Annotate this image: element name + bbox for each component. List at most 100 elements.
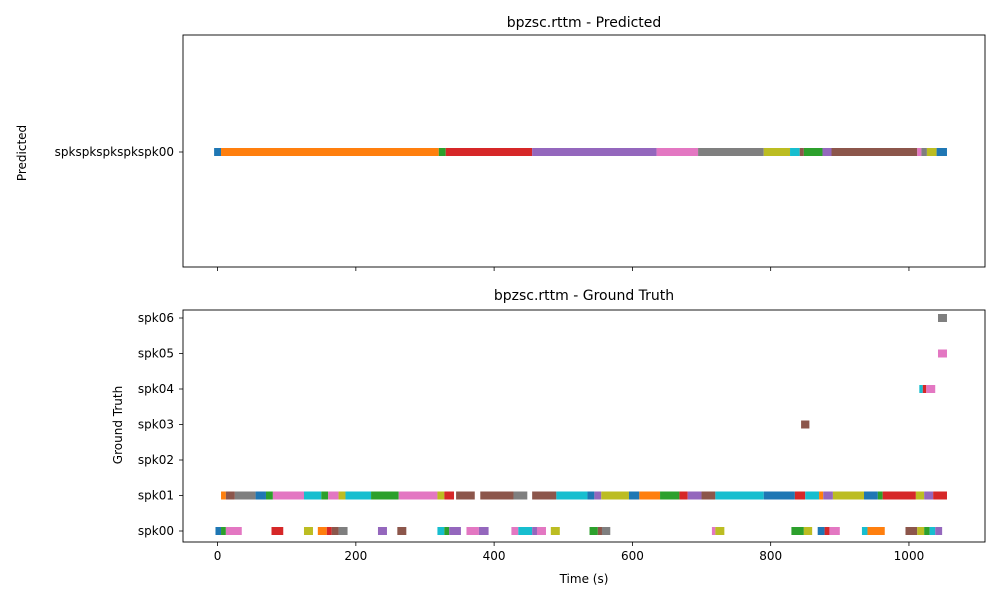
y-tick-label: spk01 (138, 489, 174, 503)
timeline-segment (656, 148, 699, 156)
y-tick-label: spk03 (138, 418, 174, 432)
timeline-segment (922, 385, 927, 393)
timeline-segment (438, 148, 446, 156)
timeline-segment (597, 527, 602, 535)
timeline-segment (221, 148, 439, 156)
timeline-segment (326, 527, 332, 535)
timeline-segment (936, 148, 947, 156)
timeline-segment (437, 527, 445, 535)
predicted-x-ticks (217, 267, 910, 271)
x-tick-label: 200 (344, 549, 367, 563)
timeline-segment (518, 527, 533, 535)
timeline-segment (214, 148, 222, 156)
timeline-segment (915, 491, 925, 500)
timeline-segment (926, 148, 937, 156)
timeline-segment (715, 527, 725, 535)
x-tick-label: 0 (214, 549, 222, 563)
timeline-segment (867, 527, 885, 535)
timeline-segment (511, 527, 519, 535)
predicted-subplot: bpzsc.rttm - Predicted Predicted spkspks… (15, 15, 986, 271)
timeline-segment (924, 527, 930, 535)
timeline-segment (919, 385, 923, 393)
timeline-segment (587, 491, 595, 500)
x-tick-label: 800 (759, 549, 782, 563)
x-tick-label: 1000 (894, 549, 925, 563)
timeline-segment (790, 148, 800, 156)
timeline-segment (478, 527, 489, 535)
timeline-segment (917, 148, 922, 156)
timeline-segment (805, 491, 820, 500)
y-tick-label: spk02 (138, 453, 174, 467)
timeline-segment (791, 527, 804, 535)
timeline-segment (824, 527, 830, 535)
timeline-segment (711, 527, 716, 535)
timeline-segment (882, 491, 916, 500)
timeline-segment (917, 527, 925, 535)
predicted-y-ticks: spkspkspkspkspk00 (55, 145, 183, 159)
y-tick-label: spkspkspkspkspk00 (55, 145, 174, 159)
timeline-segment (763, 148, 791, 156)
timeline-segment (371, 491, 399, 500)
timeline-segment (803, 527, 813, 535)
timeline-segment (589, 527, 598, 535)
timeline-segment (933, 491, 947, 500)
timeline-segment (444, 491, 455, 500)
predicted-title: bpzsc.rttm - Predicted (507, 15, 662, 31)
y-tick-label: spk00 (138, 524, 174, 538)
timeline-segment (221, 527, 226, 535)
timeline-segment (377, 527, 387, 535)
timeline-segment (937, 314, 947, 322)
predicted-ylabel: Predicted (15, 125, 29, 181)
timeline-segment (701, 491, 716, 500)
timeline-segment (271, 527, 284, 535)
timeline-segment (234, 491, 256, 500)
timeline-segment (556, 491, 588, 500)
timeline-segment (321, 491, 329, 500)
timeline-segment (929, 527, 936, 535)
timeline-segment (864, 491, 878, 500)
timeline-segment (594, 491, 602, 500)
timeline-segment (935, 527, 943, 535)
timeline-segment (331, 527, 339, 535)
timeline-segment (272, 491, 304, 500)
ground-truth-subplot: bpzsc.rttm - Ground Truth Ground Truth s… (111, 288, 986, 586)
timeline-segment (255, 491, 266, 500)
timeline-segment (823, 491, 833, 500)
timeline-segment (829, 527, 840, 535)
predicted-segments (214, 148, 947, 156)
predicted-plot-frame (182, 34, 986, 268)
timeline-segment (832, 491, 865, 500)
timeline-segment (536, 527, 546, 535)
timeline-segment (937, 349, 947, 358)
timeline-segment (639, 491, 661, 500)
timeline-segment (715, 491, 764, 500)
timeline-segment (794, 491, 806, 500)
timeline-segment (398, 491, 438, 500)
timeline-segment (877, 491, 883, 500)
timeline-segment (831, 148, 918, 156)
timeline-segment (338, 491, 346, 500)
timeline-segment (861, 527, 868, 535)
timeline-segment (221, 491, 226, 500)
timeline-segment (550, 527, 560, 535)
timeline-segment (303, 491, 322, 500)
timeline-segment (456, 491, 475, 500)
timeline-segment (803, 148, 823, 156)
timeline-segment (397, 527, 407, 535)
timeline-segment (763, 491, 795, 500)
timeline-segment (799, 148, 804, 156)
timeline-segment (215, 527, 222, 535)
timeline-segment (466, 527, 479, 535)
timeline-segment (265, 491, 273, 500)
timeline-segment (679, 491, 688, 500)
ground-truth-ylabel: Ground Truth (111, 386, 125, 464)
timeline-segment (338, 527, 348, 535)
timeline-segment (513, 491, 528, 500)
timeline-segment (601, 491, 629, 500)
timeline-segment (601, 527, 611, 535)
x-tick-label: 400 (483, 549, 506, 563)
y-tick-label: spk04 (138, 382, 174, 396)
timeline-segment (628, 491, 640, 500)
timeline-segment (660, 491, 680, 500)
timeline-segment (532, 491, 557, 500)
